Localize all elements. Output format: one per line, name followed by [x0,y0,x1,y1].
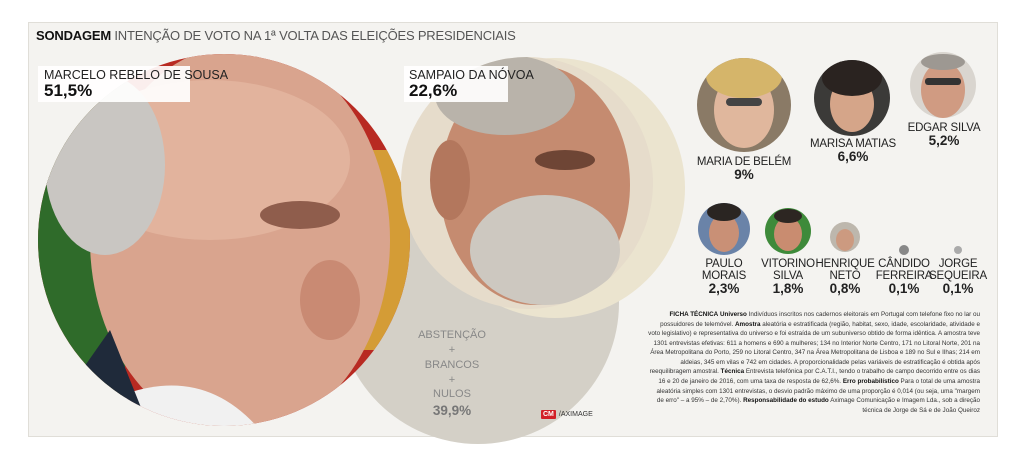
cm-logo: CM [541,410,556,419]
pct-edgar-silva: 5,2% [928,133,960,149]
name-henrique-neto-1: HENRIQUE [815,258,875,270]
abst-line-1: ABSTENÇÃO [418,329,486,341]
ficha-resp-label: Responsabilidade do estudo [743,397,829,405]
label-bg-marcelo [38,66,190,102]
photo-edgar-silva [910,52,976,118]
bubble-marcelo [38,54,410,426]
bubble-sampaio [401,57,653,309]
pct-marisa-matias: 6,6% [837,149,869,165]
label-name-marcelo: MARCELO REBELO DE SOUSA [44,68,229,82]
label-henrique-neto: HENRIQUE NETO 0,8% [815,258,875,296]
name-jorge-sequeira-1: JORGE [938,258,978,270]
label-edgar-silva: EDGAR SILVA 5,2% [906,122,982,148]
dot-jorge-sequeira [954,246,962,254]
pct-candido-ferreira: 0,1% [888,281,920,297]
ficha-resp-text: Aximage Comunicação e Imagem Lda., sob a… [830,397,980,414]
name-henrique-neto-2: NETO [829,270,861,283]
abst-plus-2: + [448,373,456,386]
label-maria-de-belem: MARIA DE BELÉM 9% [694,156,794,182]
ficha-erro-label: Erro probabilístico [842,377,899,385]
ficha-amostra-text: aleatória e estratificada (região, habit… [648,320,980,376]
source-credit: CM /AXIMAGE [541,410,593,419]
pct-henrique-neto: 0,8% [829,281,861,297]
label-pct-sampaio: 22,6% [409,81,458,100]
photo-henrique-neto [830,222,860,252]
name-candido-ferreira-2: FERREIRA [875,270,933,283]
ficha-erro-text: Para o total de uma amostra aleatória si… [656,377,980,405]
photo-vitorino-silva [765,208,811,254]
abst-plus-1: + [448,343,456,356]
pct-vitorino-silva: 1,8% [772,281,804,297]
abst-line-3: NULOS [433,388,471,401]
ficha-tecnica-label: Técnica [720,368,745,376]
photo-paulo-morais [698,203,750,255]
label-marisa-matias: MARISA MATIAS 6,6% [808,138,898,164]
name-vitorino-silva-1: VITORINO [761,258,815,270]
name-candido-ferreira-1: CÂNDIDO [878,258,930,270]
pct-maria-de-belem: 9% [734,167,754,183]
ficha-tecnica-text: Entrevista telefónica por C.A.T.I., tend… [658,368,980,385]
label-bg-sampaio [404,66,508,102]
ficha-universo-label: Universo [719,311,747,318]
ficha-tecnica: FICHA TÉCNICA Universo Indivíduos inscri… [648,310,980,415]
dot-candido-ferreira [899,245,909,255]
label-paulo-morais: PAULO MORAIS 2,3% [697,258,751,296]
name-jorge-sequeira-2: SEQUEIRA [929,270,987,283]
name-maria-de-belem: MARIA DE BELÉM [696,156,792,168]
label-name-sampaio: SAMPAIO DA NÓVOA [409,68,534,82]
abst-pct: 39,9% [432,403,472,419]
label-pct-marcelo: 51,5% [44,81,93,100]
name-edgar-silva: EDGAR SILVA [907,122,981,134]
name-paulo-morais-1: PAULO [705,258,743,270]
label-jorge-sequeira: JORGE SEQUEIRA 0,1% [929,258,987,296]
abst-line-2: BRANCOS [424,358,480,371]
title-sub: INTENÇÃO DE VOTO NA 1ª VOLTA DAS ELEIÇÕE… [114,28,516,43]
ficha-title: FICHA TÉCNICA [669,311,719,318]
photo-marisa-matias [814,60,890,136]
title-bold: SONDAGEM [36,28,111,43]
pct-jorge-sequeira: 0,1% [942,281,974,297]
chart-title: SONDAGEM INTENÇÃO DE VOTO NA 1ª VOLTA DA… [36,28,516,43]
photo-maria-de-belem [697,58,791,152]
name-vitorino-silva-2: SILVA [773,270,803,283]
name-marisa-matias: MARISA MATIAS [809,138,896,150]
credit-text: /AXIMAGE [558,411,593,418]
ficha-amostra-label: Amostra [734,320,761,328]
label-vitorino-silva: VITORINO SILVA 1,8% [761,258,815,296]
name-paulo-morais-2: MORAIS [701,270,747,283]
ficha-universo-text: Indivíduos inscritos nos cadernos eleito… [660,311,980,328]
pct-paulo-morais: 2,3% [708,281,740,297]
label-candido-ferreira: CÂNDIDO FERREIRA 0,1% [874,258,934,296]
label-abstencao: ABSTENÇÃO + BRANCOS + NULOS 39,9% [402,328,502,420]
